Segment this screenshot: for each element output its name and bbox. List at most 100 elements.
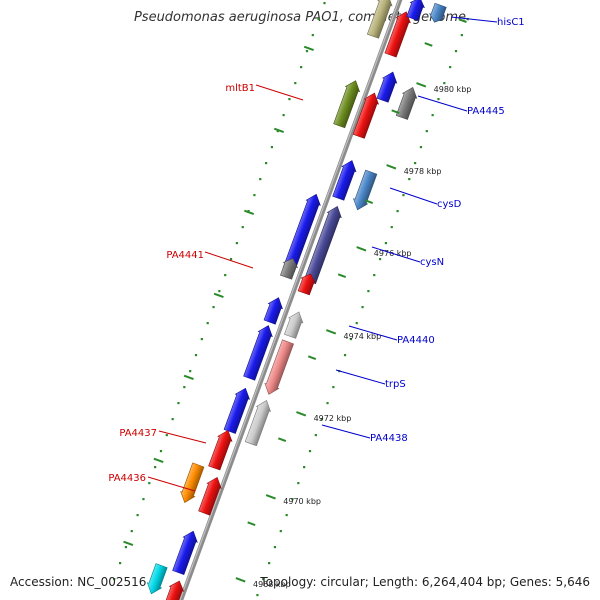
tick-mark — [277, 437, 287, 443]
guide-dot — [253, 193, 256, 197]
gene-arrow-shape — [297, 273, 316, 296]
tick-mark — [391, 109, 400, 114]
guide-dot — [130, 529, 133, 533]
gene-label: cysD — [437, 199, 462, 210]
tick-mark — [213, 292, 224, 298]
gene-arrow — [376, 71, 398, 103]
guide-dot — [262, 578, 265, 581]
gene-label: PA4436 — [108, 473, 146, 484]
guide-dot — [308, 450, 312, 453]
gene-arrow-shape — [263, 297, 283, 325]
guide-dot — [282, 113, 285, 117]
guide-dot — [378, 258, 382, 261]
guide-dot — [431, 114, 434, 117]
guide-dot — [460, 34, 463, 37]
gene-arrow-shape — [180, 462, 205, 503]
guide-dot — [285, 514, 288, 517]
gene-arrow — [303, 206, 342, 285]
guide-dot — [264, 161, 268, 165]
guide-dot — [367, 290, 370, 293]
gene-arrow-shape — [244, 400, 271, 447]
gene-arrow-shape — [280, 258, 299, 280]
guide-dot — [235, 241, 238, 245]
backbone-line — [178, 0, 403, 600]
guide-dot — [419, 146, 423, 149]
tick-mark — [416, 82, 427, 88]
guide-dot — [177, 401, 180, 405]
gene-arrow-shape — [332, 160, 357, 201]
guide-dot — [229, 257, 233, 261]
gene-arrow — [352, 92, 380, 139]
genome-backbone — [178, 0, 403, 600]
guide-dot — [332, 386, 335, 389]
guide-dot — [189, 369, 192, 373]
tick-mark — [386, 164, 397, 170]
guide-dot — [291, 498, 294, 501]
gene-arrow-shape — [165, 580, 185, 600]
gene-arrow-shape — [264, 339, 294, 395]
gene-features — [146, 0, 447, 600]
guide-dot — [259, 177, 262, 181]
tick-mark — [273, 127, 285, 133]
guide-dot — [118, 561, 122, 565]
gene-arrow-shape — [284, 311, 304, 339]
label-leader-line — [147, 476, 196, 492]
gene-arrow — [146, 563, 168, 595]
gene-arrow — [263, 297, 283, 325]
gene-arrow — [297, 273, 316, 296]
gene-arrow-shape — [366, 0, 393, 39]
guide-dot — [273, 546, 277, 549]
tick-label: 4980 kbp — [434, 85, 472, 94]
gene-arrow — [406, 0, 425, 21]
tick-mark — [296, 411, 307, 417]
tick-label: 4972 kbp — [314, 414, 352, 423]
tick-mark — [153, 457, 164, 463]
guide-dot — [317, 17, 320, 21]
guide-dot — [270, 145, 274, 149]
guide-dot — [449, 66, 452, 69]
gene-arrow — [208, 429, 233, 471]
gene-arrow — [284, 311, 304, 339]
guide-dot — [390, 226, 393, 229]
gene-label: hisC1 — [497, 17, 525, 28]
guide-dot — [124, 545, 128, 549]
tick-mark — [235, 577, 246, 583]
guide-dot — [297, 482, 300, 485]
gene-arrow-shape — [146, 563, 168, 595]
guide-dot — [454, 50, 458, 53]
accession-text: Accession: NC_002516 — [10, 575, 147, 589]
gene-arrow — [244, 400, 271, 447]
tick-mark — [364, 199, 374, 205]
label-leader-line — [450, 16, 498, 23]
guide-dot — [136, 513, 139, 517]
label-leader-line — [371, 246, 421, 263]
guide-dot — [443, 82, 446, 85]
tick-label: 4970 kbp — [283, 497, 321, 506]
gene-arrow — [333, 80, 361, 129]
guide-dot — [314, 434, 317, 437]
gene-arrow — [264, 339, 294, 395]
gene-arrow — [280, 258, 299, 280]
guide-dot — [288, 97, 291, 101]
gene-arrow-shape — [243, 325, 273, 381]
gene-arrow — [198, 476, 222, 516]
tick-mark — [424, 42, 433, 47]
guide-dot — [437, 98, 440, 101]
guide-dot — [323, 1, 326, 5]
gene-arrow — [428, 2, 447, 23]
guide-dot — [113, 577, 116, 581]
guide-dot — [305, 49, 309, 53]
guide-dot — [171, 417, 174, 421]
gene-arrow-shape — [198, 476, 222, 516]
backbone-highlight — [179, 0, 400, 600]
gene-label: PA4438 — [370, 433, 408, 444]
guide-dot — [206, 321, 209, 325]
guide-dot — [343, 354, 347, 357]
topology-summary: Topology: circular; Length: 6,264,404 bp… — [260, 575, 590, 589]
tick-mark — [337, 273, 347, 279]
tick-mark — [356, 246, 367, 252]
label-leader-line — [348, 325, 398, 341]
guide-dot — [276, 129, 279, 133]
guide-dot — [154, 465, 157, 469]
